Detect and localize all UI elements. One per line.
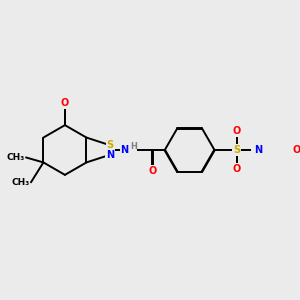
Text: O: O (233, 126, 241, 136)
Text: O: O (148, 166, 157, 176)
Text: N: N (254, 145, 262, 155)
Text: S: S (106, 140, 114, 150)
Text: O: O (233, 164, 241, 174)
Text: O: O (61, 98, 69, 108)
Text: H: H (130, 142, 136, 151)
Text: CH₃: CH₃ (11, 178, 30, 187)
Text: N: N (121, 145, 129, 155)
Text: N: N (106, 150, 114, 160)
Text: O: O (293, 145, 300, 155)
Text: CH₃: CH₃ (7, 153, 25, 162)
Text: S: S (233, 145, 240, 155)
